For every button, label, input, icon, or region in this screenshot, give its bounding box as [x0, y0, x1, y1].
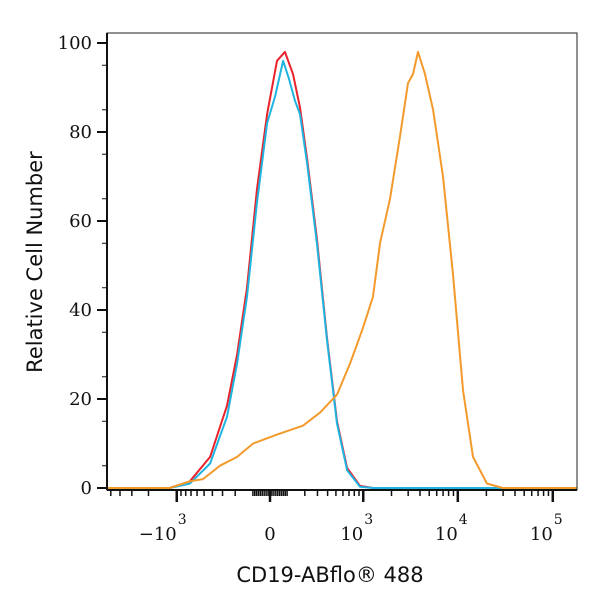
x-tick-exponent: 5 — [554, 512, 563, 528]
y-tick-label: 100 — [58, 33, 92, 54]
series-line-3 — [107, 50, 577, 489]
x-tick-label: 10 — [530, 524, 553, 545]
x-tick-exponent: 3 — [178, 512, 187, 528]
x-axis-title: CD19-ABflo® 488 — [236, 563, 423, 587]
x-tick-base: 10 — [530, 524, 553, 545]
x-tick-label: 10 — [340, 524, 363, 545]
series-layer — [107, 50, 577, 489]
x-tick-base: 10 — [340, 524, 363, 545]
x-tick-base: −10 — [139, 524, 177, 545]
y-tick-label: 80 — [69, 122, 92, 143]
x-tick-label: 10 — [435, 524, 458, 545]
x-tick-exponent: 4 — [459, 512, 468, 528]
x-tick-label: −10 — [139, 524, 177, 545]
y-tick-label: 40 — [69, 300, 92, 321]
y-tick-label: 20 — [69, 389, 92, 410]
y-tick-label: 0 — [81, 478, 92, 499]
x-tick-base: 10 — [435, 524, 458, 545]
x-tick-label: 0 — [264, 524, 275, 545]
y-tick-label: 60 — [69, 211, 92, 232]
y-axis-title: Relative Cell Number — [23, 151, 47, 373]
plot-frame — [106, 32, 578, 491]
series-line-1 — [107, 50, 577, 489]
series-line-2 — [107, 59, 577, 489]
x-tick-exponent: 3 — [364, 512, 373, 528]
x-tick-base: 0 — [264, 524, 275, 545]
